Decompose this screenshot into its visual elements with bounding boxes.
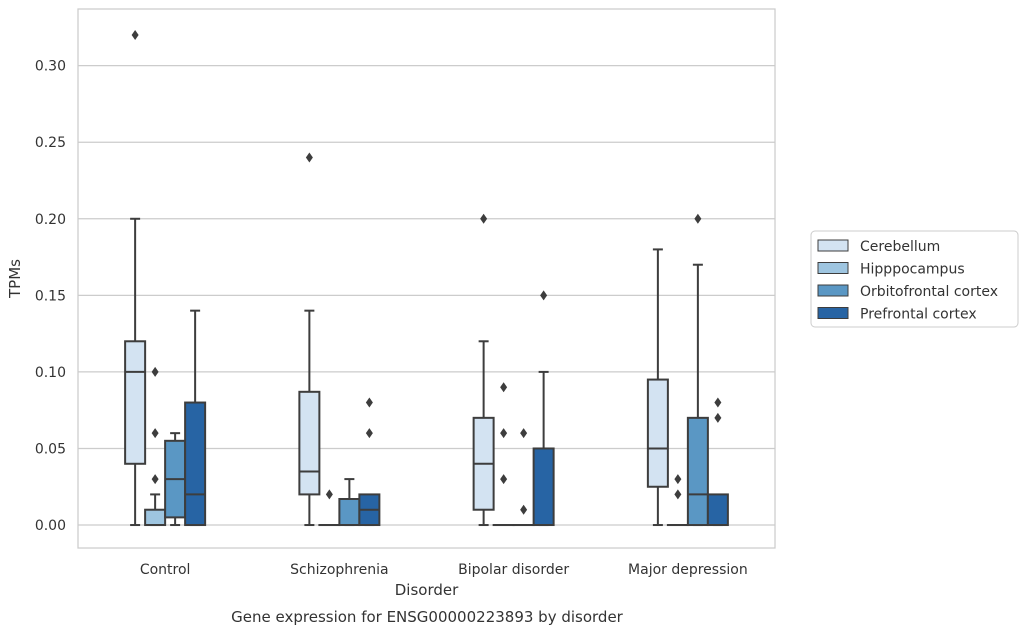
legend-frame [810, 230, 1019, 328]
outlier-point [480, 213, 488, 224]
outlier-point [674, 489, 682, 500]
legend-swatch [817, 262, 849, 274]
legend-label: Cerebellum [860, 239, 940, 255]
x-tick-label: Major depression [628, 562, 748, 578]
outlier-point [131, 30, 139, 41]
y-tick-labels: 0.00 0.05 0.10 0.15 0.20 0.25 0.30 [35, 59, 66, 534]
y-tick-label: 0.20 [35, 212, 66, 228]
x-tick-labels: Control Schizophrenia Bipolar disorder Majo… [140, 562, 748, 578]
legend-swatch [817, 284, 849, 297]
box-orbitofrontal-cortex-schizophrenia [338, 478, 361, 527]
legend-swatch [817, 239, 849, 252]
outlier-point [500, 428, 508, 439]
legend-label: Hipppocampus [860, 262, 965, 278]
outlier-point [714, 397, 722, 408]
box-cerebellum-schizophrenia [298, 152, 321, 527]
y-tick-label: 0.15 [35, 288, 66, 304]
outlier-point [520, 504, 528, 515]
legend: Cerebellum Hipppocampus Orbitofrontal cort… [810, 230, 1019, 328]
outlier-point [694, 213, 702, 224]
box-iqr [144, 508, 167, 527]
legend-swatch [817, 307, 849, 319]
box-orbitofrontal-cortex-major-depression [686, 213, 709, 527]
legend-label: Orbitofrontal cortex [860, 284, 998, 300]
box-hipppocampus-bipolar-disorder [492, 382, 515, 527]
box-prefrontal-cortex-schizophrenia [358, 397, 381, 527]
outlier-point [714, 412, 722, 423]
box-iqr [124, 340, 147, 465]
outlier-point [151, 474, 159, 485]
y-axis-label: TPMs [6, 259, 24, 299]
outlier-point [500, 474, 508, 485]
x-tick-label: Schizophrenia [290, 562, 388, 578]
outlier-point [305, 152, 313, 163]
box-iqr [686, 416, 709, 527]
outlier-point [674, 474, 682, 485]
x-tick-label: Bipolar disorder [458, 562, 569, 578]
box-cerebellum-control [124, 30, 147, 527]
outlier-point [520, 428, 528, 439]
y-tick-label: 0.05 [35, 441, 66, 457]
outlier-point [500, 382, 508, 393]
plot-marks [124, 30, 729, 527]
box-hipppocampus-control [144, 366, 167, 527]
outlier-point [365, 397, 373, 408]
box-prefrontal-cortex-bipolar-disorder [532, 290, 555, 527]
box-iqr [532, 447, 555, 527]
outlier-point [365, 428, 373, 439]
x-axis-label: Disorder [395, 581, 459, 599]
box-iqr [184, 401, 207, 527]
outlier-point [151, 428, 159, 439]
box-cerebellum-major-depression [646, 248, 669, 527]
legend-label: Prefrontal cortex [860, 307, 977, 323]
y-tick-label: 0.30 [35, 59, 66, 75]
box-prefrontal-cortex-control [184, 309, 207, 527]
plot-area-frame [77, 8, 776, 549]
chart-caption: Gene expression for ENSG00000223893 by d… [231, 608, 624, 626]
box-cerebellum-bipolar-disorder [472, 213, 495, 527]
outlier-point [325, 489, 333, 500]
box-orbitofrontal-cortex-control [164, 432, 187, 527]
y-tick-label: 0.00 [35, 518, 66, 534]
x-tick-label: Control [140, 562, 191, 578]
box-hipppocampus-major-depression [666, 474, 689, 527]
y-tick-label: 0.10 [35, 365, 66, 381]
box-prefrontal-cortex-major-depression [706, 397, 729, 527]
box-iqr [338, 498, 361, 527]
y-tick-label: 0.25 [35, 135, 66, 151]
outlier-point [151, 366, 159, 377]
outlier-point [540, 290, 548, 301]
box-orbitofrontal-cortex-bipolar-disorder [512, 428, 535, 527]
box-iqr [298, 390, 321, 496]
box-hipppocampus-schizophrenia [318, 489, 341, 527]
box-iqr [706, 493, 729, 527]
box-iqr [646, 378, 669, 488]
